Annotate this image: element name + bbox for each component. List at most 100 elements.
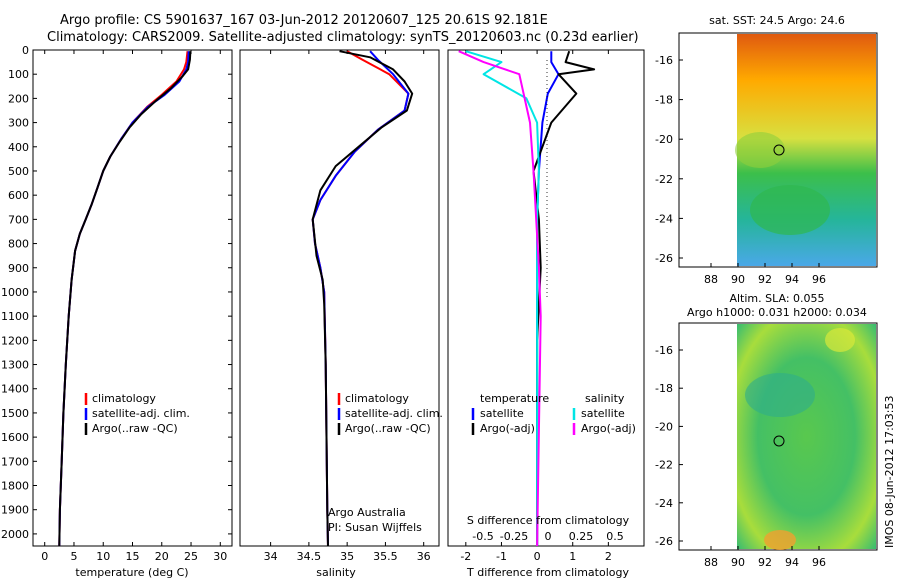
depth-tick-label: 200 xyxy=(8,92,29,105)
profile-line-argo xyxy=(311,50,414,547)
lon-tick-label: 96 xyxy=(812,556,826,569)
legend-salinity-heading: salinity xyxy=(585,392,625,405)
salinity-profiles xyxy=(311,50,414,547)
salinity-plot-frame xyxy=(239,49,440,547)
profile-line-s-argo xyxy=(458,50,542,547)
lat-tick-label: -20 xyxy=(655,420,673,433)
salinity-panel: 34 34.5 35 35.5 36 salinity climatology sate… xyxy=(239,49,443,579)
temperature-panel: 0100200300400500600700800900100011001200… xyxy=(1,44,644,579)
legend-s-satellite-label: satellite xyxy=(581,407,625,420)
legend-argo-label: Argo(..raw -QC) xyxy=(92,422,178,435)
lon-tick-label: 94 xyxy=(785,556,799,569)
temperature-profiles xyxy=(58,51,192,547)
legend-argo-label: Argo(..raw -QC) xyxy=(345,422,431,435)
argo-float-marker xyxy=(773,144,785,156)
depth-tick-label: 1800 xyxy=(1,480,29,493)
sla-field-feature xyxy=(825,328,855,352)
x-tick-label: 30 xyxy=(213,550,227,563)
depth-tick-label: 900 xyxy=(8,262,29,275)
lat-tick-label: -24 xyxy=(655,212,673,225)
lon-tick-label: 92 xyxy=(758,273,772,286)
x-tick-label: 0 xyxy=(534,550,541,563)
sst-field-feature xyxy=(750,185,830,235)
depth-tick-label: 0 xyxy=(22,44,29,57)
s-diff-tick-label: -0.5 xyxy=(472,530,493,543)
depth-tick-label: 800 xyxy=(8,238,29,251)
argo-float-marker xyxy=(773,435,785,447)
x-tick-label: 10 xyxy=(96,550,110,563)
temperature-difference-axis-label: T difference from climatology xyxy=(466,566,629,579)
profile-line-argo xyxy=(58,51,192,547)
x-tick-label: -2 xyxy=(460,550,471,563)
legend-t-argo-label: Argo(-adj) xyxy=(480,422,535,435)
x-tick-label: 25 xyxy=(184,550,198,563)
difference-legend: temperature salinity satellite Argo(-adj… xyxy=(471,392,636,435)
sla-map-title-line2: Argo h1000: 0.031 h2000: 0.034 xyxy=(687,306,867,319)
temperature-legend: climatology satellite-adj. clim. Argo(..… xyxy=(84,392,190,435)
lat-tick-label: -20 xyxy=(655,133,673,146)
sst-map: sat. SST: 24.5 Argo: 24.6 -16 -18 -20 -22 -2… xyxy=(655,14,878,286)
legend-climatology-label: climatology xyxy=(345,392,409,405)
x-tick-label: 34.5 xyxy=(297,550,322,563)
sst-field-feature xyxy=(735,132,785,168)
legend-climatology-label: climatology xyxy=(92,392,156,405)
depth-tick-label: 1600 xyxy=(1,431,29,444)
legend-temperature-heading: temperature xyxy=(480,392,549,405)
lon-tick-label: 96 xyxy=(812,273,826,286)
lat-tick-label: -18 xyxy=(655,382,673,395)
depth-tick-label: 1500 xyxy=(1,407,29,420)
depth-tick-label: 700 xyxy=(8,213,29,226)
salinity-legend: climatology satellite-adj. clim. Argo(..… xyxy=(337,392,443,435)
depth-tick-label: 1100 xyxy=(1,310,29,323)
profile-line-s-satellite xyxy=(465,50,540,546)
salinity-axis-label: salinity xyxy=(316,566,356,579)
x-tick-label: -1 xyxy=(496,550,507,563)
lat-tick-label: -22 xyxy=(655,459,673,472)
pi-label: PI: Susan Wijffels xyxy=(328,521,422,534)
sst-map-lat-axis: -16 -18 -20 -22 -24 -26 xyxy=(655,54,683,265)
difference-profiles xyxy=(458,50,596,547)
difference-panel: -2 -1 0 1 2 S difference from climatology -0… xyxy=(447,49,645,579)
x-tick-label: 34 xyxy=(264,550,278,563)
x-tick-label: 1 xyxy=(569,550,576,563)
legend-t-satellite-label: satellite xyxy=(480,407,524,420)
depth-tick-label: 1300 xyxy=(1,359,29,372)
lat-tick-label: -24 xyxy=(655,497,673,510)
x-tick-label: 0 xyxy=(41,550,48,563)
depth-tick-label: 100 xyxy=(8,68,29,81)
x-tick-label: 15 xyxy=(126,550,140,563)
imos-timestamp: IMOS 08-Jun-2012 17:03:53 xyxy=(883,395,896,548)
figure-title-line1: Argo profile: CS 5901637_167 03-Jun-2012… xyxy=(60,13,548,28)
depth-tick-label: 400 xyxy=(8,141,29,154)
temperature-x-axis: 0 5 10 15 20 25 30 xyxy=(41,50,227,563)
lon-tick-label: 92 xyxy=(758,556,772,569)
x-tick-label: 2 xyxy=(605,550,612,563)
lon-tick-label: 94 xyxy=(785,273,799,286)
lat-tick-label: -22 xyxy=(655,173,673,186)
depth-tick-label: 1900 xyxy=(1,504,29,517)
depth-tick-label: 1700 xyxy=(1,455,29,468)
s-diff-tick-label: 0 xyxy=(545,530,552,543)
legend-s-argo-label: Argo(-adj) xyxy=(581,422,636,435)
depth-tick-label: 500 xyxy=(8,165,29,178)
s-diff-tick-label: -0.25 xyxy=(500,530,528,543)
lon-tick-label: 88 xyxy=(704,273,718,286)
sla-field xyxy=(737,324,876,549)
lat-tick-label: -18 xyxy=(655,94,673,107)
temperature-plot-frame xyxy=(32,49,233,547)
depth-tick-label: 1400 xyxy=(1,383,29,396)
x-tick-label: 35.5 xyxy=(373,550,398,563)
legend-satellite-label: satellite-adj. clim. xyxy=(345,407,443,420)
sla-field-feature xyxy=(745,373,815,417)
x-tick-label: 36 xyxy=(417,550,431,563)
salinity-difference-tick-labels: -0.5 -0.25 0 0.25 0.5 xyxy=(472,530,623,543)
s-diff-tick-label: 0.25 xyxy=(569,530,594,543)
lat-tick-label: -16 xyxy=(655,54,673,67)
lat-tick-label: -26 xyxy=(655,535,673,548)
institution-label: Argo Australia xyxy=(328,506,406,519)
lat-tick-label: -26 xyxy=(655,252,673,265)
x-tick-label: 5 xyxy=(70,550,77,563)
sst-map-lon-axis: 88 90 92 94 96 xyxy=(704,263,826,286)
legend-satellite-label: satellite-adj. clim. xyxy=(92,407,190,420)
